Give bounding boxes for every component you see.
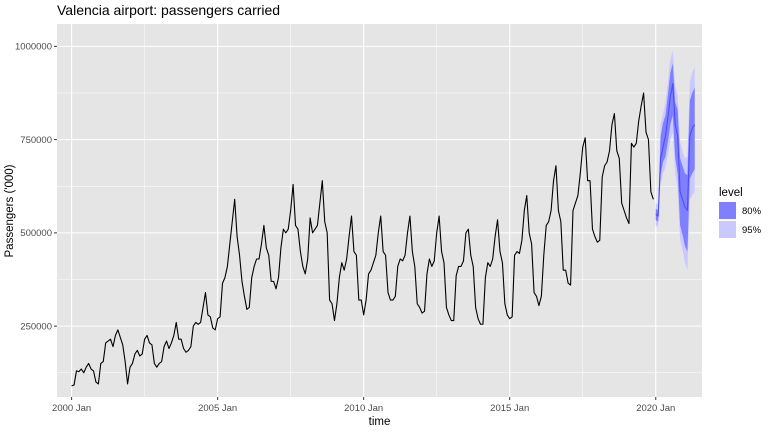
y-tick-label: 250000 xyxy=(20,321,52,332)
legend-title: level xyxy=(719,187,743,199)
passenger-series xyxy=(71,92,654,387)
y-axis: 250000 500000 750000 1000000 xyxy=(15,42,57,332)
legend-label: 80% xyxy=(742,206,762,217)
legend-key-80 xyxy=(719,202,736,219)
x-axis: 2000 Jan 2005 Jan 2010 Jan 2015 Jan 2020 Jan xyxy=(52,397,675,414)
plot-panel xyxy=(57,24,702,397)
legend: level 80% 95% xyxy=(719,187,762,238)
series-line xyxy=(71,92,654,387)
forecast-interval-80 xyxy=(655,63,695,252)
y-axis-title: Passengers ('000) xyxy=(4,164,16,257)
x-axis-title: time xyxy=(369,416,391,428)
y-tick-label: 1000000 xyxy=(15,42,52,53)
y-tick-label: 750000 xyxy=(20,135,52,146)
legend-label: 95% xyxy=(742,225,762,236)
x-tick-label: 2000 Jan xyxy=(52,403,91,414)
y-tick-label: 500000 xyxy=(20,228,52,239)
x-tick-label: 2020 Jan xyxy=(636,403,675,414)
forecast-band-80 xyxy=(655,63,695,252)
x-tick-label: 2010 Jan xyxy=(344,403,383,414)
forecast-mean xyxy=(655,83,696,217)
legend-key-95 xyxy=(719,221,736,238)
x-tick-label: 2005 Jan xyxy=(198,403,237,414)
chart-title: Valencia airport: passengers carried xyxy=(57,2,280,18)
forecast-mean-line xyxy=(655,83,696,217)
x-tick-label: 2015 Jan xyxy=(490,403,529,414)
